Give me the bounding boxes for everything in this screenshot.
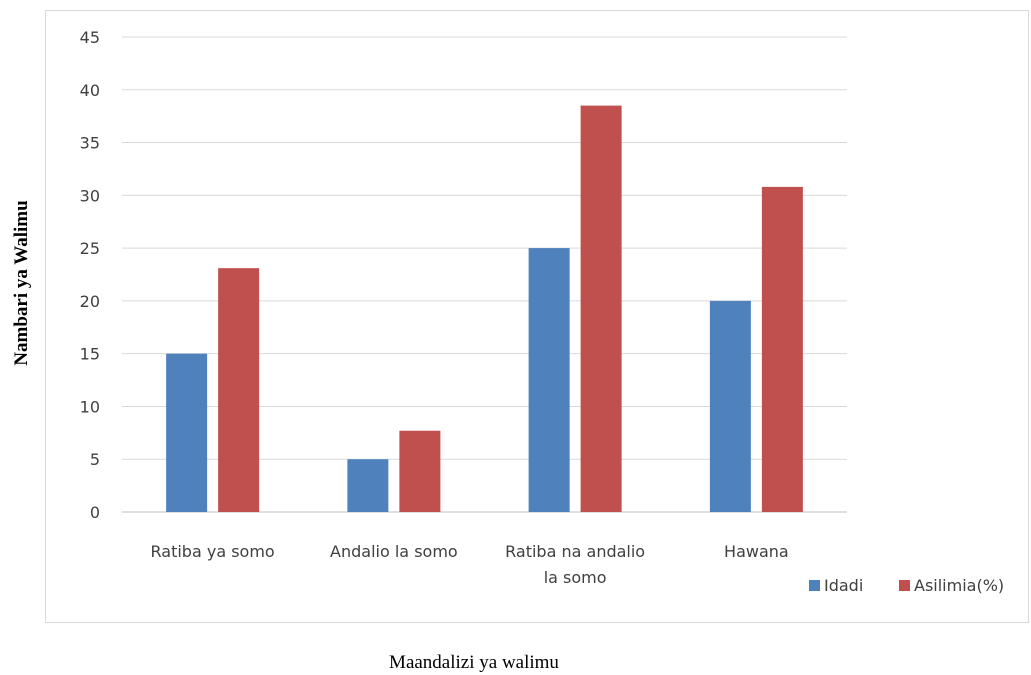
y-tick-label: 5 bbox=[90, 450, 100, 469]
category-label: Ratiba ya somo bbox=[151, 542, 275, 561]
legend: Idadi Asilimia(%) bbox=[809, 576, 1004, 595]
bar-idadi bbox=[528, 248, 570, 512]
bar-asilimia bbox=[218, 268, 260, 512]
y-tick-label: 20 bbox=[80, 292, 100, 311]
y-axis-title: Nambari ya Walimu bbox=[11, 200, 32, 366]
x-axis-title: Maandalizi ya walimu bbox=[389, 652, 559, 673]
legend-swatch bbox=[809, 580, 820, 591]
chart-frame bbox=[45, 10, 1029, 623]
y-tick-label: 35 bbox=[80, 134, 100, 153]
category-label: Ratiba na andalio la somo bbox=[505, 542, 645, 587]
y-tick-label: 30 bbox=[80, 186, 100, 205]
legend-swatch bbox=[899, 580, 910, 591]
y-tick-label: 45 bbox=[80, 28, 100, 47]
y-tick-label: 25 bbox=[80, 239, 100, 258]
category-label: Andalio la somo bbox=[330, 542, 458, 561]
bar-asilimia bbox=[761, 186, 803, 512]
bar-asilimia bbox=[580, 105, 622, 512]
legend-label: Asilimia(%) bbox=[914, 576, 1004, 595]
bars bbox=[166, 105, 803, 512]
y-tick-label: 0 bbox=[90, 503, 100, 522]
bar-asilimia bbox=[399, 430, 441, 512]
y-tick-labels: 0 5 10 15 20 25 30 35 40 45 bbox=[80, 28, 100, 522]
category-labels: Ratiba ya somo Andalio la somo Ratiba na a… bbox=[151, 542, 789, 587]
y-tick-label: 15 bbox=[80, 345, 100, 364]
bar-idadi bbox=[347, 459, 389, 512]
y-tick-label: 40 bbox=[80, 81, 100, 100]
bar-idadi bbox=[709, 300, 751, 512]
legend-label: Idadi bbox=[824, 576, 863, 595]
bar-idadi bbox=[166, 353, 208, 512]
category-label: Hawana bbox=[724, 542, 789, 561]
y-tick-label: 10 bbox=[80, 397, 100, 416]
